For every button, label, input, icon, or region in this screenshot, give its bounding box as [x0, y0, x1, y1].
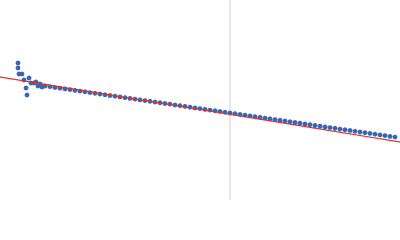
data-point [382, 133, 388, 139]
data-point [307, 122, 313, 128]
data-point [312, 123, 318, 128]
data-point [272, 117, 278, 122]
data-point [362, 130, 368, 136]
data-point [302, 121, 308, 127]
data-point [282, 118, 288, 124]
data-point [287, 119, 293, 125]
data-point [372, 131, 378, 137]
data-point [267, 116, 273, 122]
data-point [26, 75, 32, 81]
data-point [297, 120, 303, 126]
data-point [347, 128, 353, 133]
data-point [15, 65, 21, 71]
data-point [387, 134, 393, 139]
data-point [317, 123, 323, 129]
data-point [367, 131, 373, 136]
data-point [23, 85, 29, 91]
data-point [24, 92, 30, 98]
data-point [322, 124, 328, 130]
data-point [327, 125, 333, 130]
data-point [337, 126, 343, 132]
data-point [15, 60, 21, 66]
data-point [332, 125, 338, 131]
data-point [357, 129, 363, 135]
fit-line [0, 76, 400, 143]
data-point [342, 127, 348, 133]
data-point [19, 71, 25, 77]
data-point [392, 134, 398, 140]
data-point [277, 117, 283, 123]
data-point [352, 128, 358, 134]
data-point [292, 120, 298, 125]
data-point [377, 132, 383, 138]
chart [0, 0, 400, 200]
